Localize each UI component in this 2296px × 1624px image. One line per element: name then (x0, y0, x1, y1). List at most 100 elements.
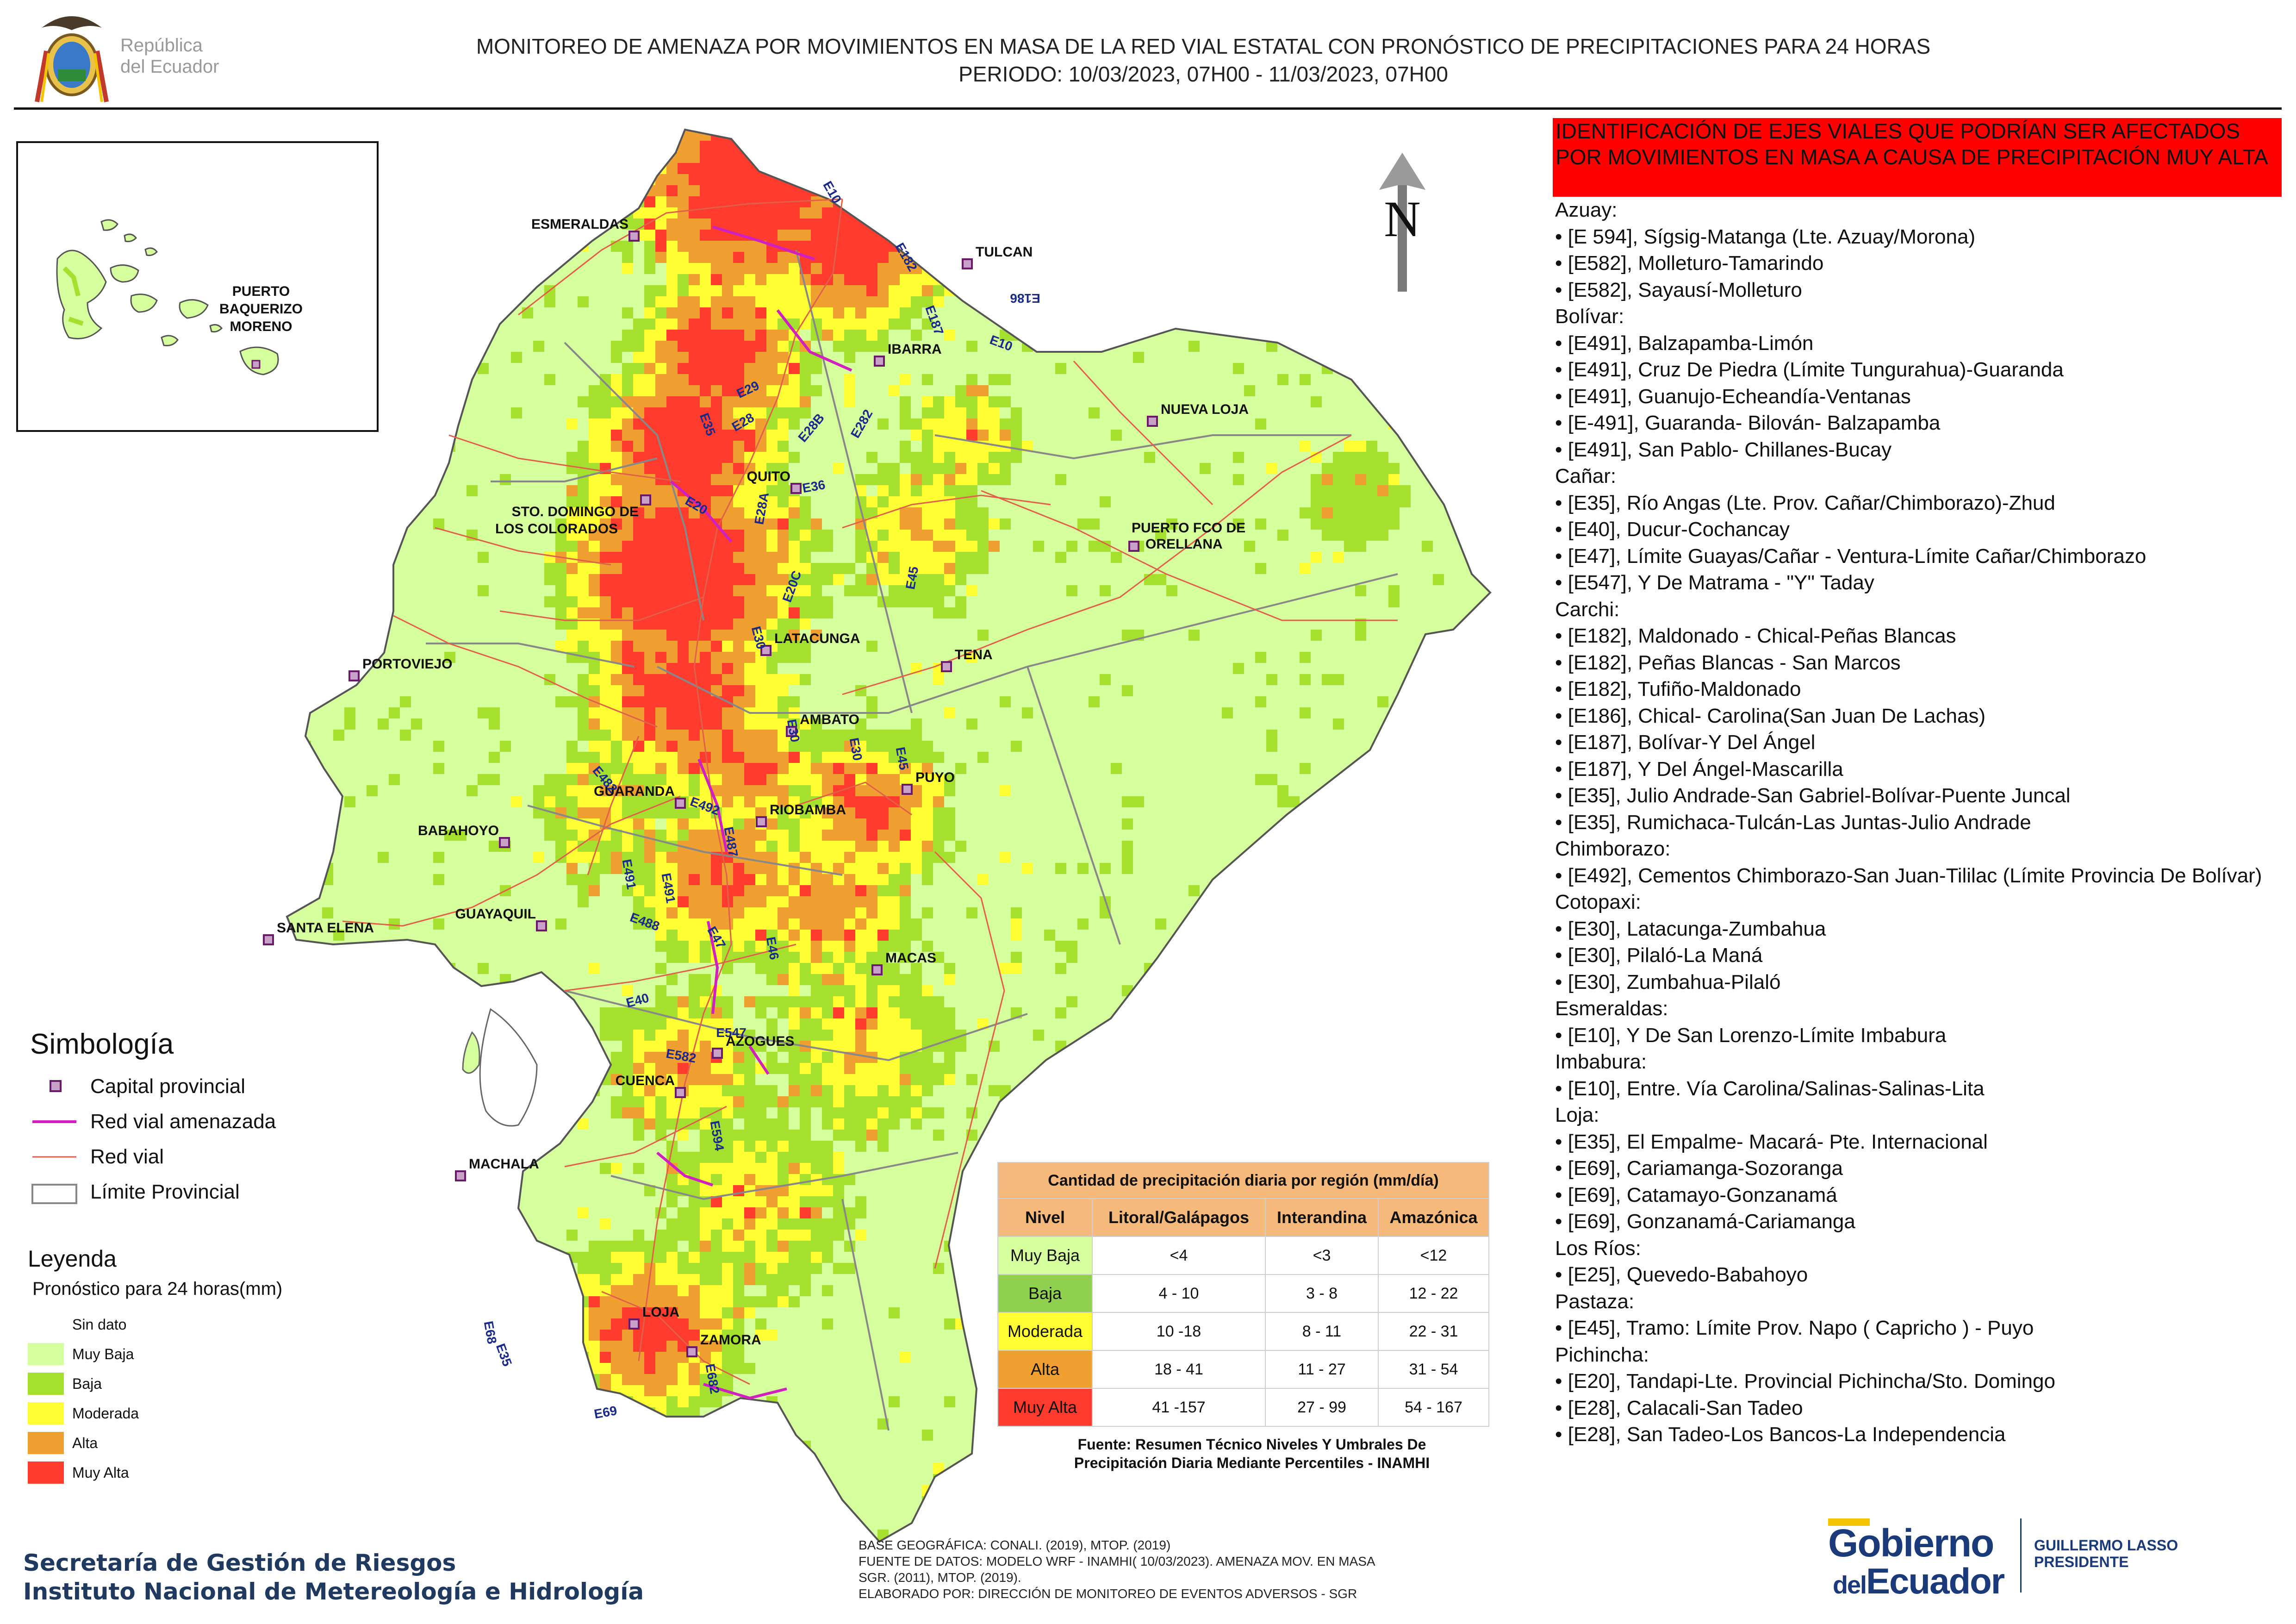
base-info: BASE GEOGRÁFICA: CONALI. (2019), MTOP. (… (859, 1537, 1553, 1602)
city-label: BABAHOYO (418, 823, 499, 838)
baquerizo-label-1: PUERTO (232, 284, 290, 299)
leyenda-item: Muy Alta (28, 1458, 444, 1487)
table-cell: 41 -157 (1092, 1388, 1266, 1427)
road-item: • [E582], Molleturo-Tamarindo (1555, 252, 1824, 275)
road-label: E68 (481, 1320, 499, 1345)
leyenda-swatch (28, 1402, 64, 1424)
leyenda-title: Leyenda (28, 1246, 117, 1272)
capital-marker (760, 645, 772, 656)
gray-box-icon (31, 1184, 77, 1204)
provincial-boundary (610, 1152, 958, 1200)
road-item: • [E10], Y De San Lorenzo-Límite Imbabur… (1555, 1024, 1947, 1047)
table-source-line2: Precipitación Diaria Mediante Percentile… (1074, 1455, 1430, 1471)
del-word: del (1833, 1571, 1867, 1599)
road-item: • [E30], Zumbahua-Pilaló (1555, 970, 1781, 993)
provincial-capitals: ESMERALDAS TULCAN IBARRA NUEVA LOJA QUITO STO… (263, 217, 1249, 1357)
table-row: Moderada 10 -18 8 - 11 22 - 31 (997, 1312, 1489, 1351)
capital-marker (536, 920, 547, 931)
road-item: • [E45], Tramo: Límite Prov. Napo ( Capr… (1555, 1317, 2034, 1339)
road-item: • [E182], Maldonado - Chical-Peñas Blanc… (1555, 625, 1956, 647)
road-segment (499, 596, 704, 621)
gobierno-flag-icon (1828, 1518, 1870, 1526)
table-cell: 22 - 31 (1378, 1312, 1489, 1351)
table-cell: <12 (1378, 1236, 1489, 1275)
capital-marker (756, 816, 767, 827)
leyenda-rows: Sin dato Muy Baja Baja Moderada Alta Muy Alta (28, 1310, 444, 1487)
threatened-road-network (656, 225, 852, 1400)
capital-marker (686, 1346, 697, 1357)
threatened-road (707, 921, 719, 1014)
table-cell: Alta (997, 1350, 1093, 1389)
province-heading: Loja: (1555, 1104, 1599, 1126)
map-title: MONITOREO DE AMENAZA POR MOVIMIENTOS EN … (324, 32, 2083, 88)
threatened-road (670, 480, 733, 543)
road-item: • [E69], Cariamanga-Sozoranga (1555, 1157, 1843, 1180)
road-item: • [E25], Quevedo-Babahoyo (1555, 1263, 1808, 1286)
gobierno-logo: Gobierno delEcuador (1828, 1509, 2129, 1602)
road-item: • [E582], Sayausí-Molleturo (1555, 278, 1802, 301)
road-item: • [E40], Ducur-Cochancay (1555, 518, 1790, 541)
table-row: Muy Baja <4 <3 <12 (997, 1236, 1489, 1275)
leyenda-swatch (28, 1373, 64, 1395)
president-name: GUILLERMO LASSO (2034, 1537, 2178, 1554)
republica-line2: del Ecuador (120, 56, 219, 77)
road-item: • [E492], Cementos Chimborazo-San Juan-T… (1555, 864, 2262, 887)
city-label: PUERTO FCO DE (1132, 520, 1245, 536)
threatened-road (712, 225, 815, 261)
provincial-boundary (657, 573, 1398, 714)
city-label: LOS COLORADOS (495, 521, 618, 537)
simbologia-item-capital: Capital provincial (30, 1069, 447, 1104)
capital-marker (1128, 541, 1139, 552)
leyenda-subtitle: Pronóstico para 24 horas(mm) (32, 1279, 283, 1299)
gulf-of-guayaquil (479, 1008, 538, 1127)
road-segment (601, 1291, 750, 1385)
table-cell: Muy Baja (997, 1236, 1093, 1275)
identificacion-header: IDENTIFICACIÓN DE EJES VIALES QUE PODRÍA… (1553, 118, 2282, 197)
province-heading: Chimborazo: (1555, 837, 1671, 860)
road-item: • [E186], Chical- Carolina(San Juan De L… (1555, 704, 1986, 727)
table-cell: 31 - 54 (1378, 1350, 1489, 1389)
capital-marker (348, 670, 360, 681)
leyenda-label: Muy Baja (72, 1345, 134, 1362)
road-item: • [E35], Julio Andrade-San Gabriel-Bolív… (1555, 784, 2071, 807)
provincial-boundary (564, 990, 1028, 1062)
province-heading: Azuay: (1555, 199, 1618, 221)
provincial-boundary (795, 250, 913, 713)
provincial-boundary (934, 434, 1351, 460)
table-cell: 11 - 27 (1265, 1350, 1379, 1389)
city-label: PORTOVIEJO (362, 656, 453, 672)
threatened-road (748, 1045, 770, 1075)
magenta-line-icon (32, 1120, 76, 1123)
road-segment (564, 943, 796, 992)
leyenda-label: Baja (72, 1375, 102, 1392)
city-label: TULCAN (976, 244, 1033, 260)
table-header: Interandina (1265, 1198, 1379, 1237)
coat-of-arms-icon (35, 16, 109, 102)
city-label: QUITO (747, 469, 790, 484)
republica-logo: República del Ecuador (32, 9, 264, 106)
road-segment (448, 434, 681, 482)
road-item: • [E35], Rumichaca-Tulcán-Las Juntas-Jul… (1555, 811, 2031, 834)
table-cell: <3 (1265, 1236, 1379, 1275)
road-label: E35 (493, 1342, 515, 1368)
province-heading: Pastaza: (1555, 1290, 1635, 1313)
inamhi-name: Instituto Nacional de Metereología e Hid… (23, 1578, 644, 1605)
header-divider (14, 107, 2282, 110)
leyenda-label: Alta (72, 1434, 98, 1451)
precipitation-table: Cantidad de precipitación diaria por reg… (997, 1162, 1489, 1427)
table-cell: 4 - 10 (1092, 1274, 1266, 1313)
table-row: Muy Alta 41 -157 27 - 99 54 - 167 (997, 1388, 1489, 1427)
provincial-boundary (426, 643, 635, 668)
road-item: • [E491], Guanujo-Echeandía-Ventanas (1555, 385, 1911, 408)
road-segment (934, 851, 1005, 1269)
province-heading: Los Ríos: (1555, 1237, 1641, 1260)
province-heading: Cotopaxi: (1555, 891, 1641, 913)
road-segment (342, 795, 681, 927)
table-source: Fuente: Resumen Técnico Niveles Y Umbral… (1007, 1435, 1497, 1472)
leyenda-swatch (28, 1432, 64, 1454)
road-item: • [E182], Tufiño-Maldonado (1555, 678, 1801, 700)
city-label: SANTA ELENA (277, 920, 374, 936)
leyenda-label: Moderada (72, 1405, 139, 1422)
road-item: • [E20], Tandapi-Lte. Provincial Pichinc… (1555, 1370, 2055, 1393)
gobierno-word: Gobierno (1828, 1521, 1994, 1565)
